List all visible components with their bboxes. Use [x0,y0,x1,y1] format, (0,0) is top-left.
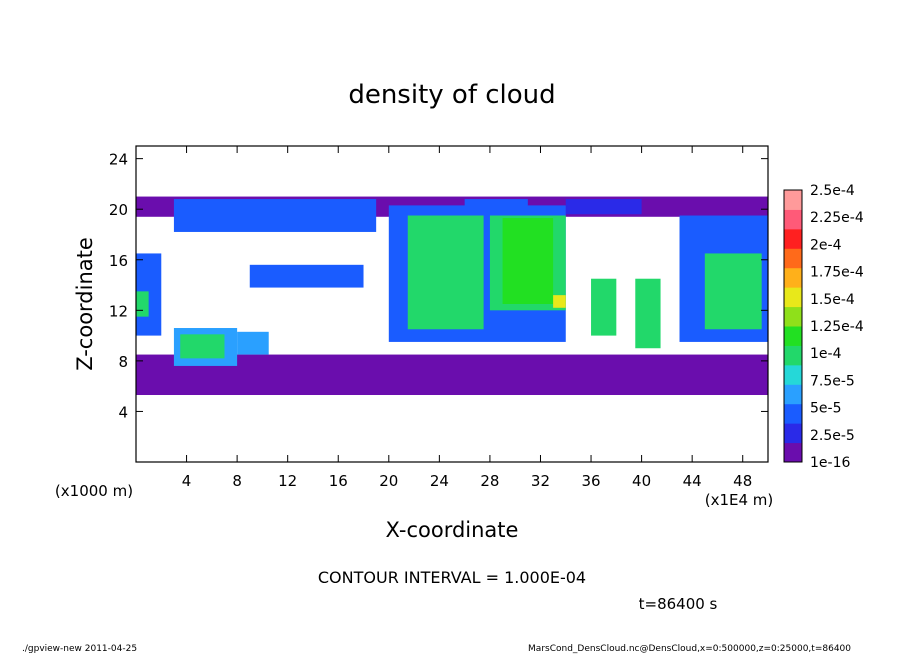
time-label: t=86400 s [639,595,718,613]
y-tick-label: 12 [109,302,128,320]
x-tick-label: 4 [182,472,192,490]
colorbar-swatch [784,228,802,249]
colorbar-label: 7.5e-5 [810,373,855,389]
x-tick-label: 8 [232,472,242,490]
footer-left: ./gpview-new 2011-04-25 [22,644,137,654]
x-tick-label: 16 [329,472,348,490]
y-tick-label: 24 [109,151,128,169]
chart-title: density of cloud [348,80,555,110]
colorbar-label: 2.25e-4 [810,210,864,226]
density-region-14 [591,278,617,336]
colorbar-swatch [784,306,802,327]
colorbar-label: 1.25e-4 [810,319,864,335]
density-regions [136,196,768,396]
y-axis-ticks: 4 8 12 16 20 24 [109,151,768,421]
colorbar-label: 5e-5 [810,401,841,417]
colorbar-label: 1.75e-4 [810,265,864,281]
colorbar-frame [783,189,803,463]
colorbar-label: 2.5e-5 [810,428,855,444]
x-axis-ticks: 4 8 12 16 20 24 28 32 36 40 44 48 [182,146,752,490]
footer-right: MarsCond_DensCloud.nc@DensCloud,x=0:5000… [528,644,851,654]
x-tick-label: 44 [683,472,702,490]
x-tick-label: 20 [379,472,398,490]
plot-frame [135,145,769,463]
colorbar-swatch [784,248,802,269]
y-axis-unit: (x1000 m) [55,482,133,500]
y-axis-title: Z-coordinate [73,237,97,371]
colorbar [784,190,802,463]
colorbar-swatch [784,364,802,385]
colorbar-label: 2.5e-4 [810,183,855,199]
x-tick-label: 24 [430,472,449,490]
density-region-10 [553,295,566,308]
colorbar-swatch [784,190,802,210]
colorbar-label: 1e-16 [810,455,850,471]
density-region-19 [136,291,149,317]
y-tick-label: 4 [118,403,128,421]
colorbar-label: 1.5e-4 [810,292,855,308]
colorbar-labels: 1e-16 2.5e-5 5e-5 7.5e-5 1e-4 1.25e-4 1.5e-4 1.… [810,183,864,471]
colorbar-swatch [784,267,802,288]
colorbar-swatch [784,287,802,308]
density-region-7 [407,215,484,330]
colorbar-swatch [784,423,802,444]
density-region-5 [249,264,364,288]
colorbar-swatch [784,403,802,424]
x-axis-unit: (x1E4 m) [705,491,774,509]
y-tick-label: 16 [109,252,128,270]
colorbar-swatch [784,326,802,346]
x-tick-label: 40 [632,472,651,490]
x-axis-title: X-coordinate [386,518,519,542]
x-tick-label: 32 [531,472,550,490]
density-region-0 [136,354,768,396]
density-region-12 [180,334,225,359]
colorbar-swatch [784,209,802,230]
colorbar-swatch [784,442,802,463]
y-tick-label: 8 [118,353,128,371]
colorbar-label: 2e-4 [810,237,842,253]
density-region-2 [173,199,377,232]
y-tick-label: 20 [109,201,128,219]
density-region-13 [237,331,269,355]
density-region-4 [565,199,642,215]
x-tick-label: 12 [278,472,297,490]
density-region-15 [635,278,661,349]
colorbar-label: 1e-4 [810,346,842,362]
density-region-9 [502,218,554,304]
density-region-17 [704,253,762,330]
x-tick-label: 28 [480,472,499,490]
colorbar-swatch [784,345,802,366]
x-tick-label: 36 [581,472,600,490]
x-tick-label: 48 [733,472,752,490]
contour-interval-note: CONTOUR INTERVAL = 1.000E-04 [318,568,586,587]
colorbar-swatch [784,384,802,405]
